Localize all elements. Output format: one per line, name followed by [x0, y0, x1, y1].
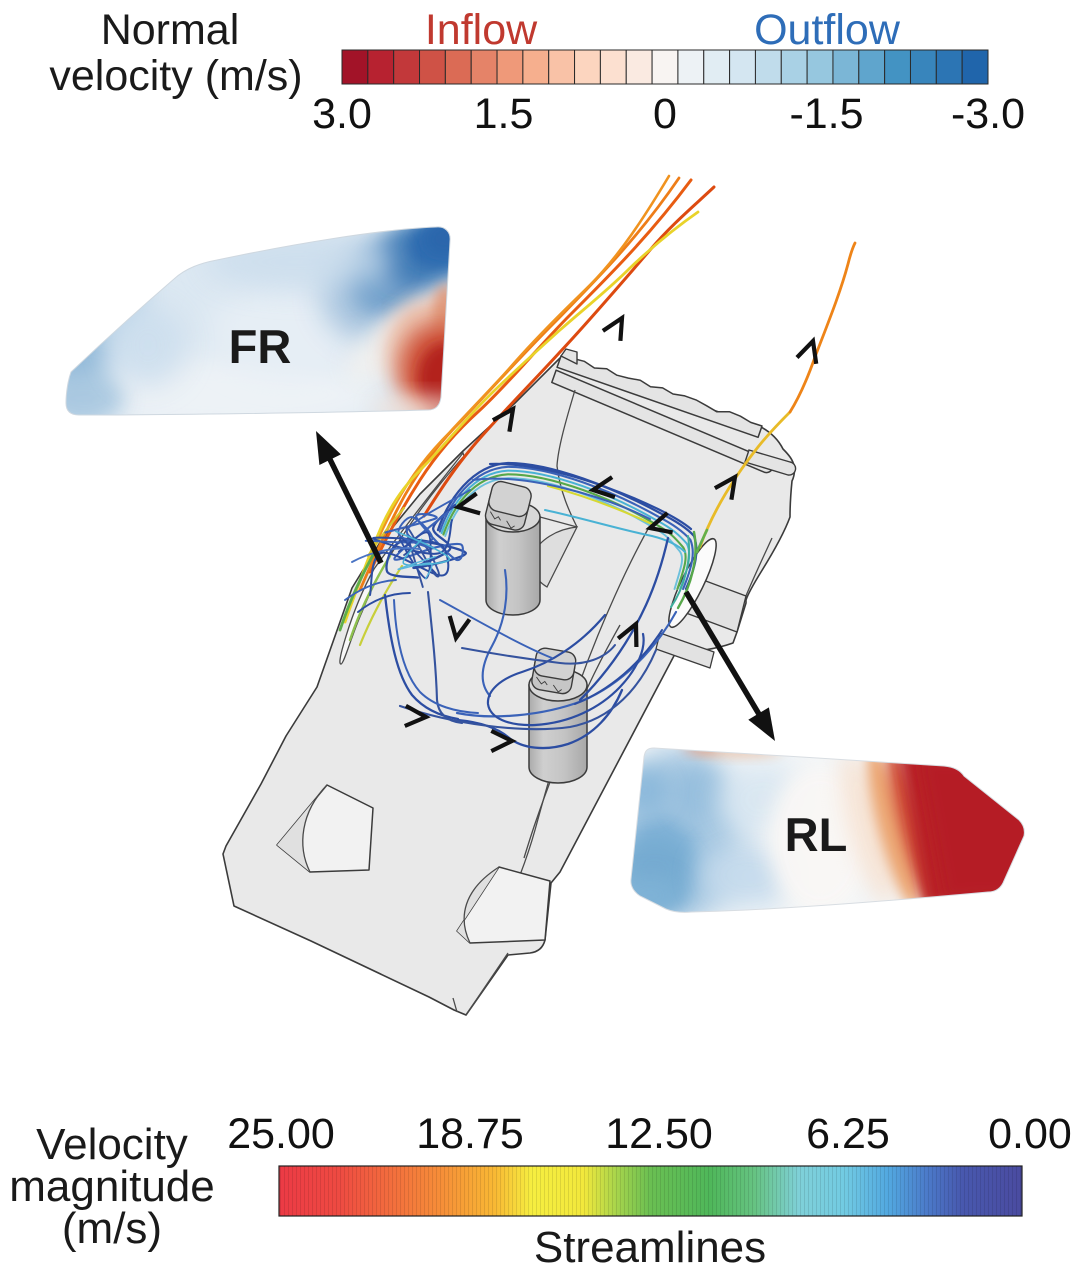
svg-text:0.00: 0.00: [988, 1110, 1072, 1158]
svg-text:-3.0: -3.0: [951, 90, 1025, 138]
svg-text:Velocity: Velocity: [36, 1120, 188, 1169]
svg-text:6.25: 6.25: [806, 1110, 890, 1158]
svg-text:12.50: 12.50: [605, 1110, 713, 1158]
svg-text:Inflow: Inflow: [425, 6, 538, 54]
svg-text:velocity (m/s): velocity (m/s): [49, 52, 302, 100]
svg-text:0: 0: [653, 90, 677, 138]
svg-text:-1.5: -1.5: [789, 90, 863, 138]
svg-text:3.0: 3.0: [312, 90, 372, 138]
svg-text:FR: FR: [229, 320, 292, 373]
svg-text:Outflow: Outflow: [754, 6, 901, 54]
svg-text:(m/s): (m/s): [62, 1204, 162, 1253]
svg-text:Normal: Normal: [101, 6, 240, 54]
svg-text:magnitude: magnitude: [9, 1162, 214, 1211]
svg-text:RL: RL: [785, 808, 848, 861]
svg-text:18.75: 18.75: [416, 1110, 524, 1158]
svg-text:25.00: 25.00: [227, 1110, 335, 1158]
svg-text:Streamlines: Streamlines: [534, 1223, 766, 1272]
svg-text:1.5: 1.5: [474, 90, 534, 138]
